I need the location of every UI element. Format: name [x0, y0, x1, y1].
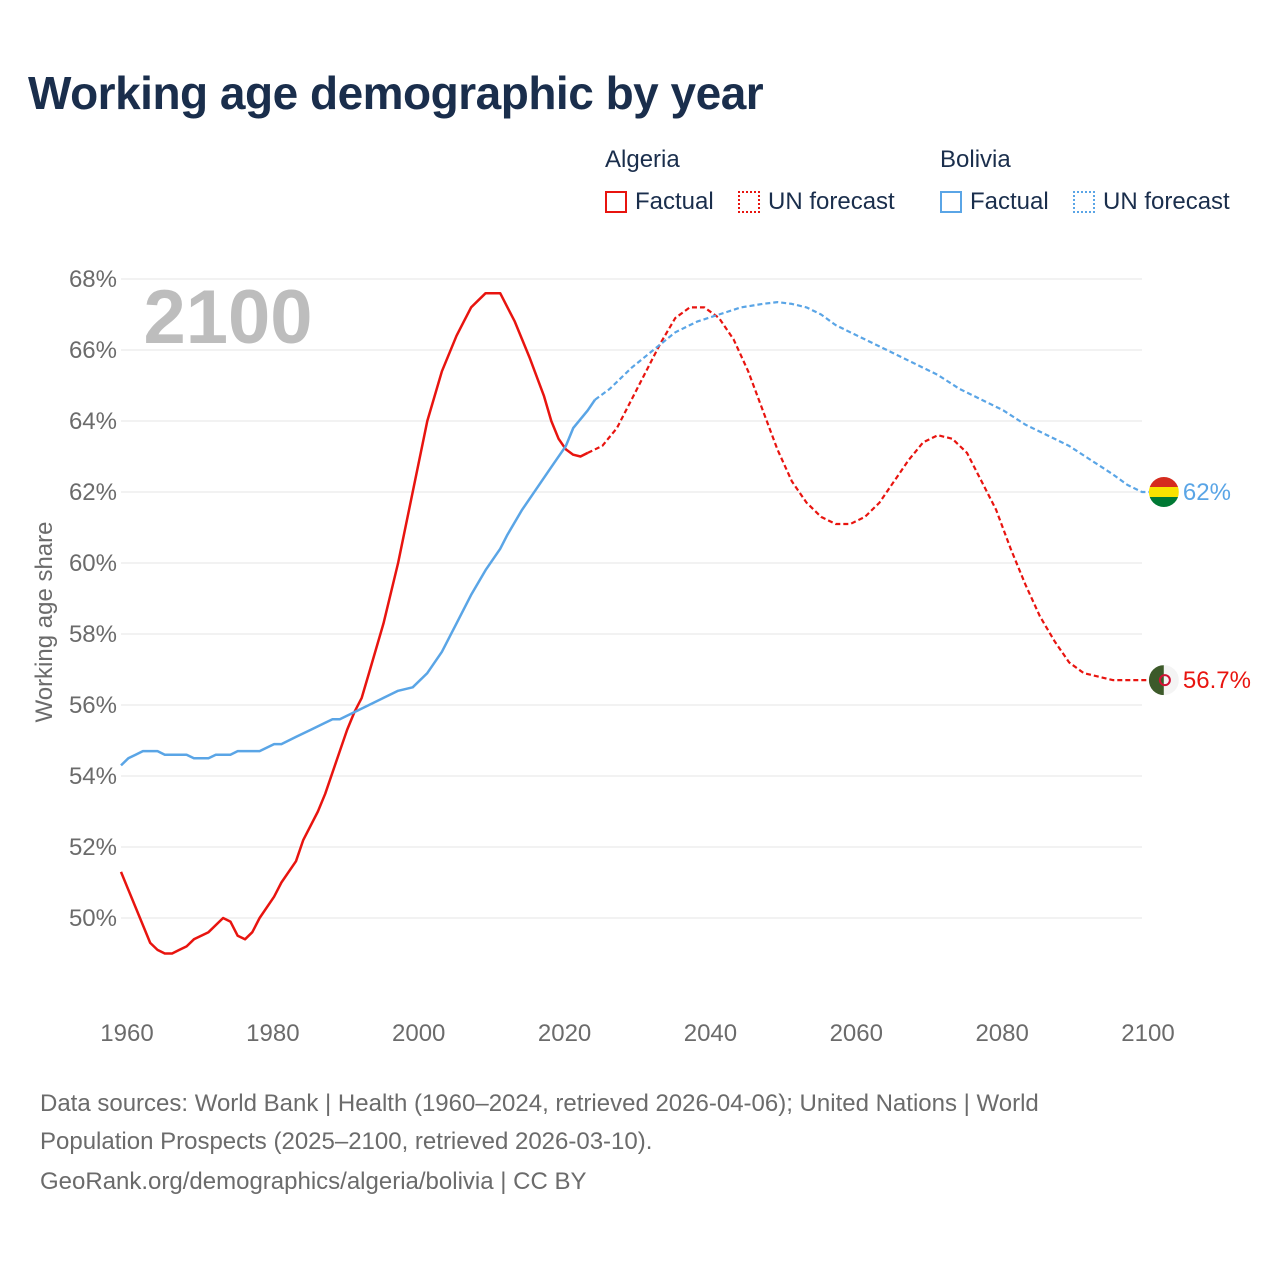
bolivia-flag-icon	[1148, 477, 1179, 507]
legend-bolivia-factual-swatch	[940, 191, 962, 213]
algeria-factual-line	[119, 291, 589, 955]
legend-bolivia-forecast[interactable]: UN forecast	[1073, 188, 1230, 216]
legend-group-algeria: Algeria	[605, 146, 680, 173]
y-tick-label: 50%	[69, 905, 117, 932]
y-axis-label: Working age share	[31, 522, 58, 723]
x-axis-ticks: 1960 1980 2000 2020 2040 2060 2080 2100	[100, 1020, 1174, 1047]
y-tick-label: 54%	[69, 763, 117, 790]
y-tick-label: 68%	[69, 266, 117, 293]
y-tick-label: 58%	[69, 621, 117, 648]
legend-bolivia-forecast-label: UN forecast	[1103, 188, 1230, 215]
legend-algeria-factual-label: Factual	[635, 188, 714, 215]
algeria-flag-icon	[1148, 665, 1179, 696]
legend-bolivia-factual[interactable]: Factual	[940, 188, 1049, 216]
y-axis-ticks: 50% 52% 54% 56% 58% 60% 62% 64% 66% 68%	[69, 266, 117, 932]
end-markers: 56.7% 62%	[1148, 477, 1251, 696]
y-tick-label: 66%	[69, 337, 117, 364]
legend-algeria-factual[interactable]: Factual	[605, 188, 714, 216]
footer-link[interactable]: GeoRank.org/demographics/algeria/bolivia…	[40, 1168, 587, 1195]
algeria-end-label: 56.7%	[1183, 667, 1251, 694]
line-chart: 50% 52% 54% 56% 58% 60% 62% 64% 66% 68% 1960 1980 2…	[31, 266, 1251, 1047]
y-tick-label: 64%	[69, 408, 117, 435]
chart-title: Working age demographic by year	[28, 67, 764, 119]
x-tick-label: 1980	[246, 1020, 299, 1047]
y-tick-label: 62%	[69, 479, 117, 506]
bolivia-factual-line	[120, 398, 597, 767]
series-lines	[119, 291, 1164, 955]
x-tick-label: 2020	[538, 1020, 591, 1047]
legend-algeria-forecast-swatch	[738, 191, 760, 213]
x-tick-label: 2040	[684, 1020, 737, 1047]
x-tick-label: 2000	[392, 1020, 445, 1047]
year-label: 2100	[143, 275, 312, 360]
legend-group-bolivia: Bolivia	[940, 146, 1011, 173]
footer-sources-line2: Population Prospects (2025–2100, retriev…	[40, 1128, 653, 1155]
bolivia-end-label: 62%	[1183, 479, 1231, 506]
legend-algeria-forecast[interactable]: UN forecast	[738, 188, 895, 216]
algeria-forecast-line	[587, 306, 1164, 682]
legend-algeria-forecast-label: UN forecast	[768, 188, 895, 215]
bolivia-forecast-line	[594, 301, 1164, 494]
y-tick-label: 60%	[69, 550, 117, 577]
legend-bolivia-factual-label: Factual	[970, 188, 1049, 215]
footer-sources-line1: Data sources: World Bank | Health (1960–…	[40, 1090, 1039, 1117]
y-tick-label: 56%	[69, 692, 117, 719]
x-tick-label: 1960	[100, 1020, 153, 1047]
legend-algeria-factual-swatch	[605, 191, 627, 213]
y-tick-label: 52%	[69, 834, 117, 861]
legend-bolivia-forecast-swatch	[1073, 191, 1095, 213]
gridlines	[121, 278, 1142, 919]
x-tick-label: 2080	[975, 1020, 1028, 1047]
x-tick-label: 2100	[1121, 1020, 1174, 1047]
x-tick-label: 2060	[830, 1020, 883, 1047]
